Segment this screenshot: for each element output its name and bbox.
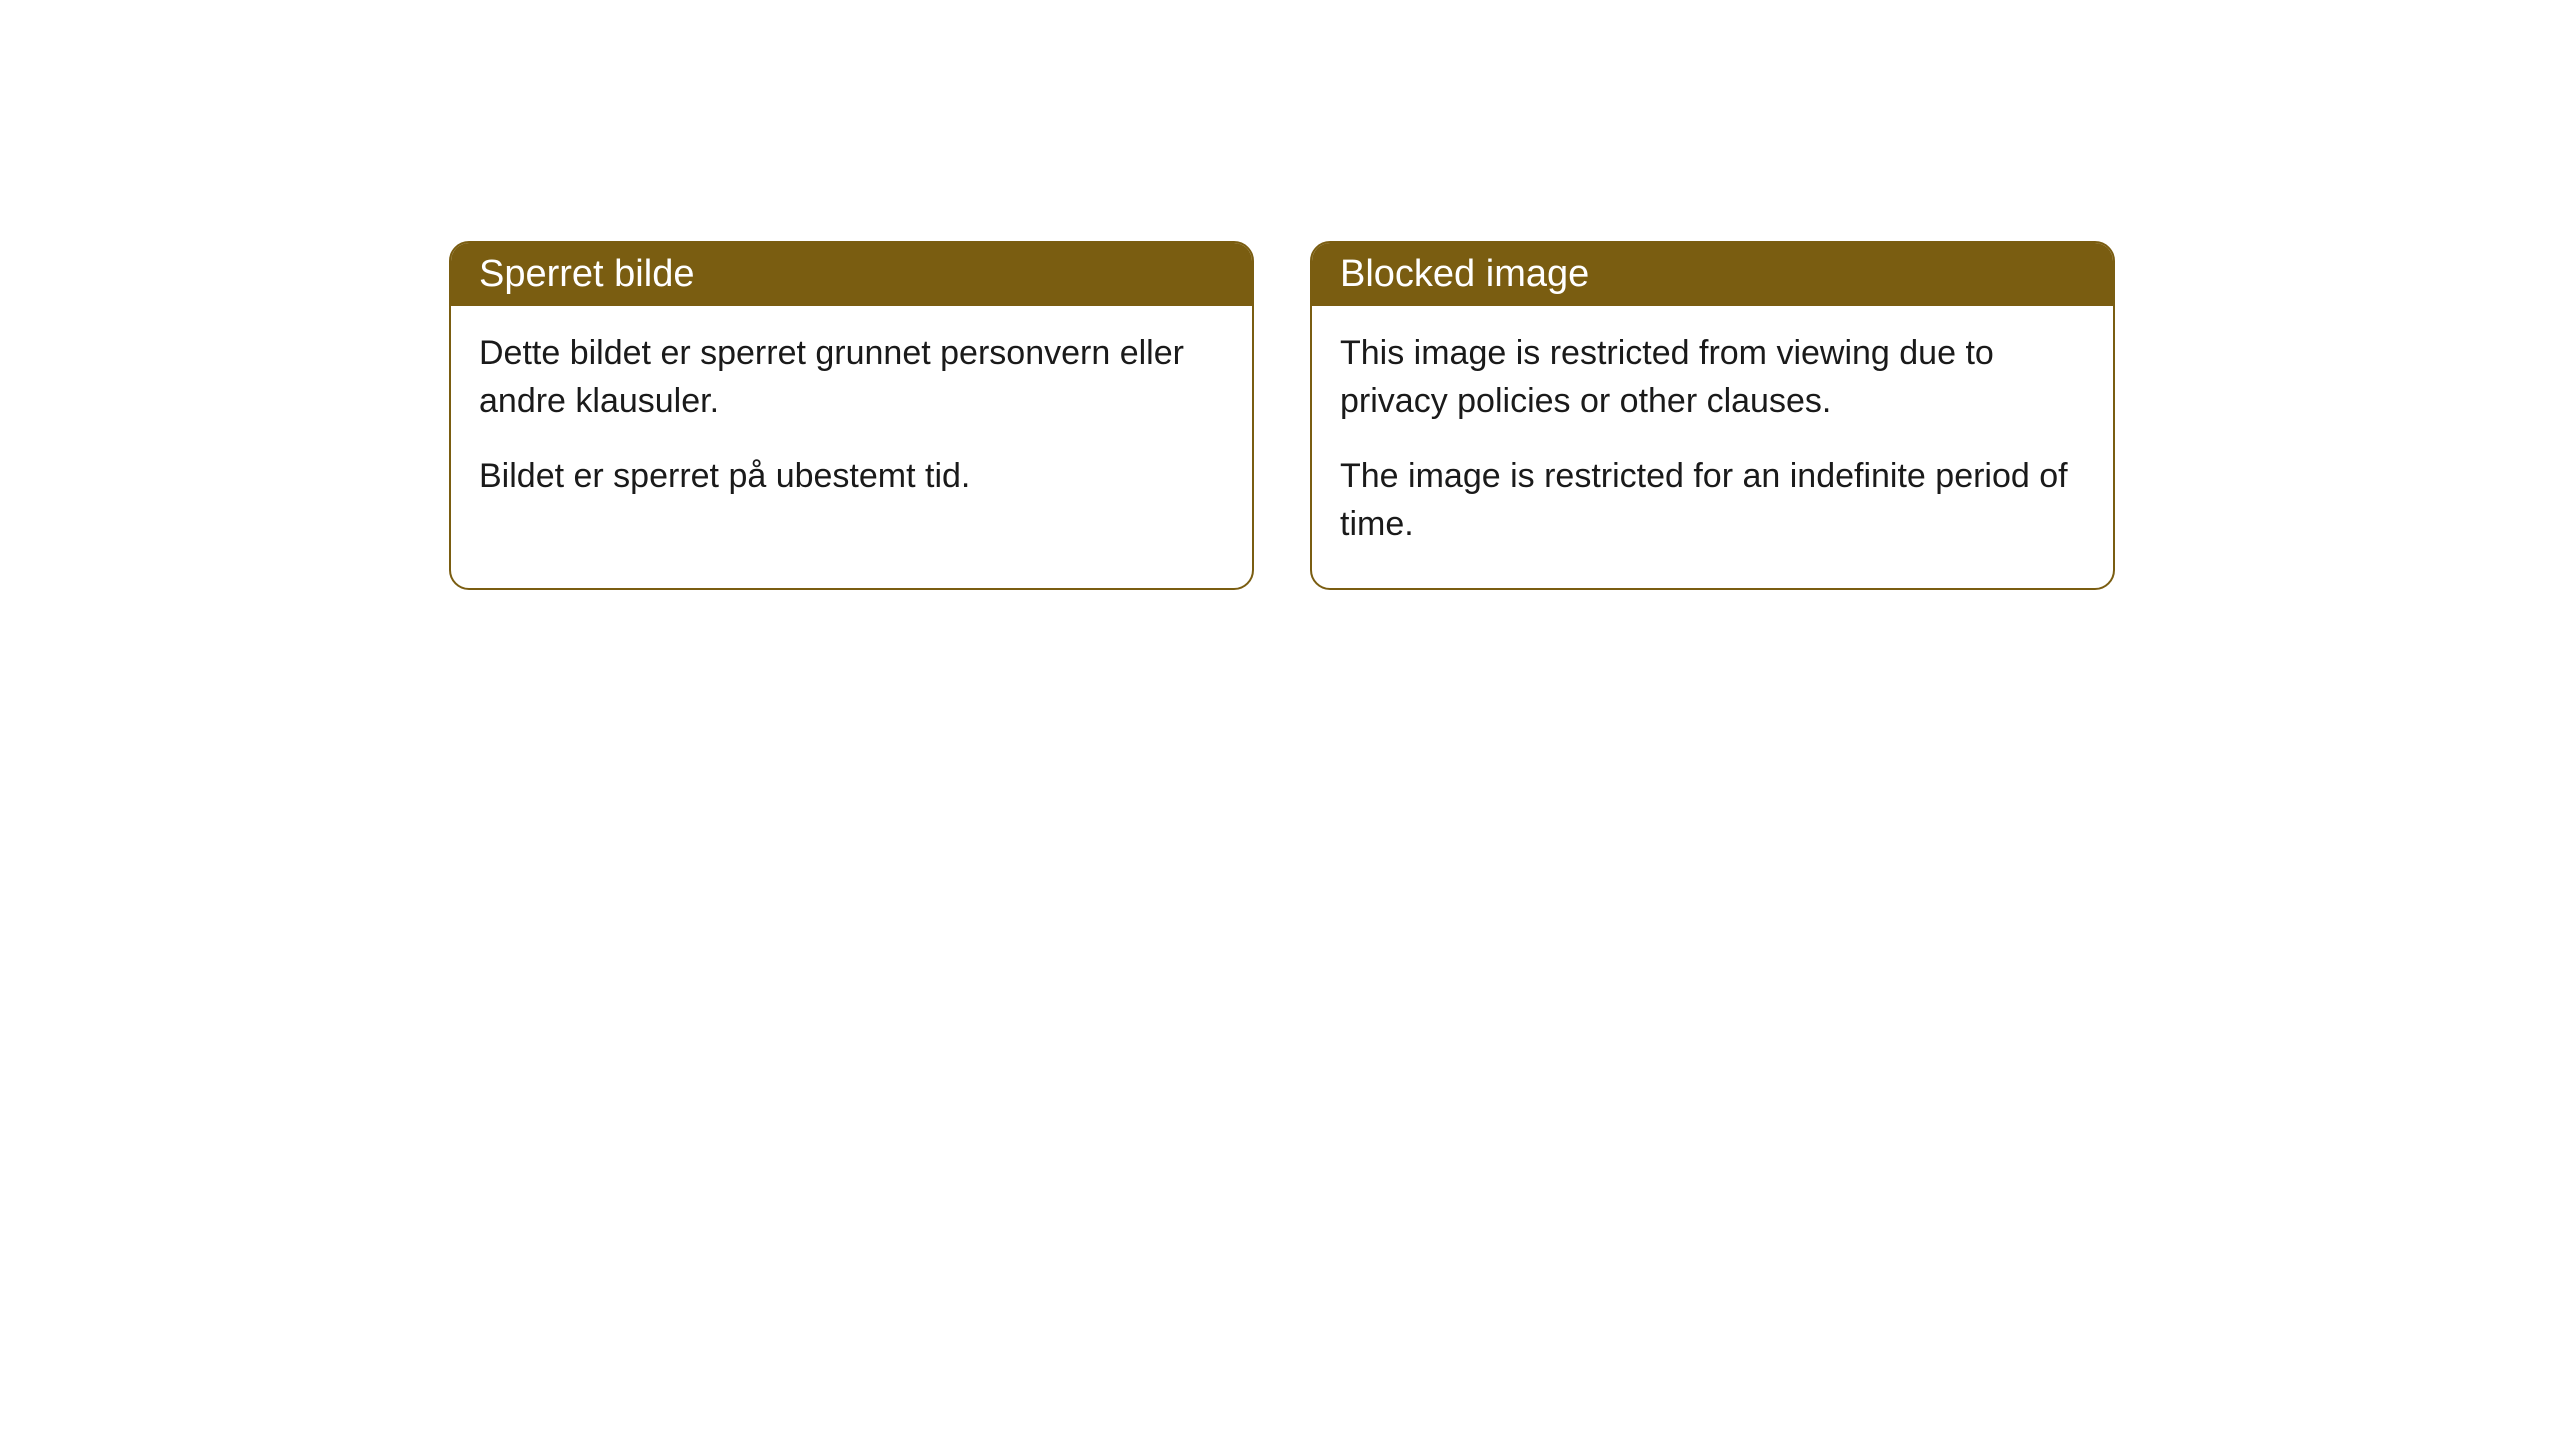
card-body: Dette bildet er sperret grunnet personve… [451, 306, 1252, 541]
card-paragraph-2: Bildet er sperret på ubestemt tid. [479, 453, 1224, 501]
card-header: Sperret bilde [451, 243, 1252, 306]
blocked-image-card-english: Blocked image This image is restricted f… [1310, 241, 2115, 590]
card-paragraph-1: This image is restricted from viewing du… [1340, 330, 2085, 425]
card-header: Blocked image [1312, 243, 2113, 306]
blocked-image-card-norwegian: Sperret bilde Dette bildet er sperret gr… [449, 241, 1254, 590]
cards-container: Sperret bilde Dette bildet er sperret gr… [449, 241, 2115, 590]
card-paragraph-1: Dette bildet er sperret grunnet personve… [479, 330, 1224, 425]
card-paragraph-2: The image is restricted for an indefinit… [1340, 453, 2085, 548]
card-body: This image is restricted from viewing du… [1312, 306, 2113, 588]
